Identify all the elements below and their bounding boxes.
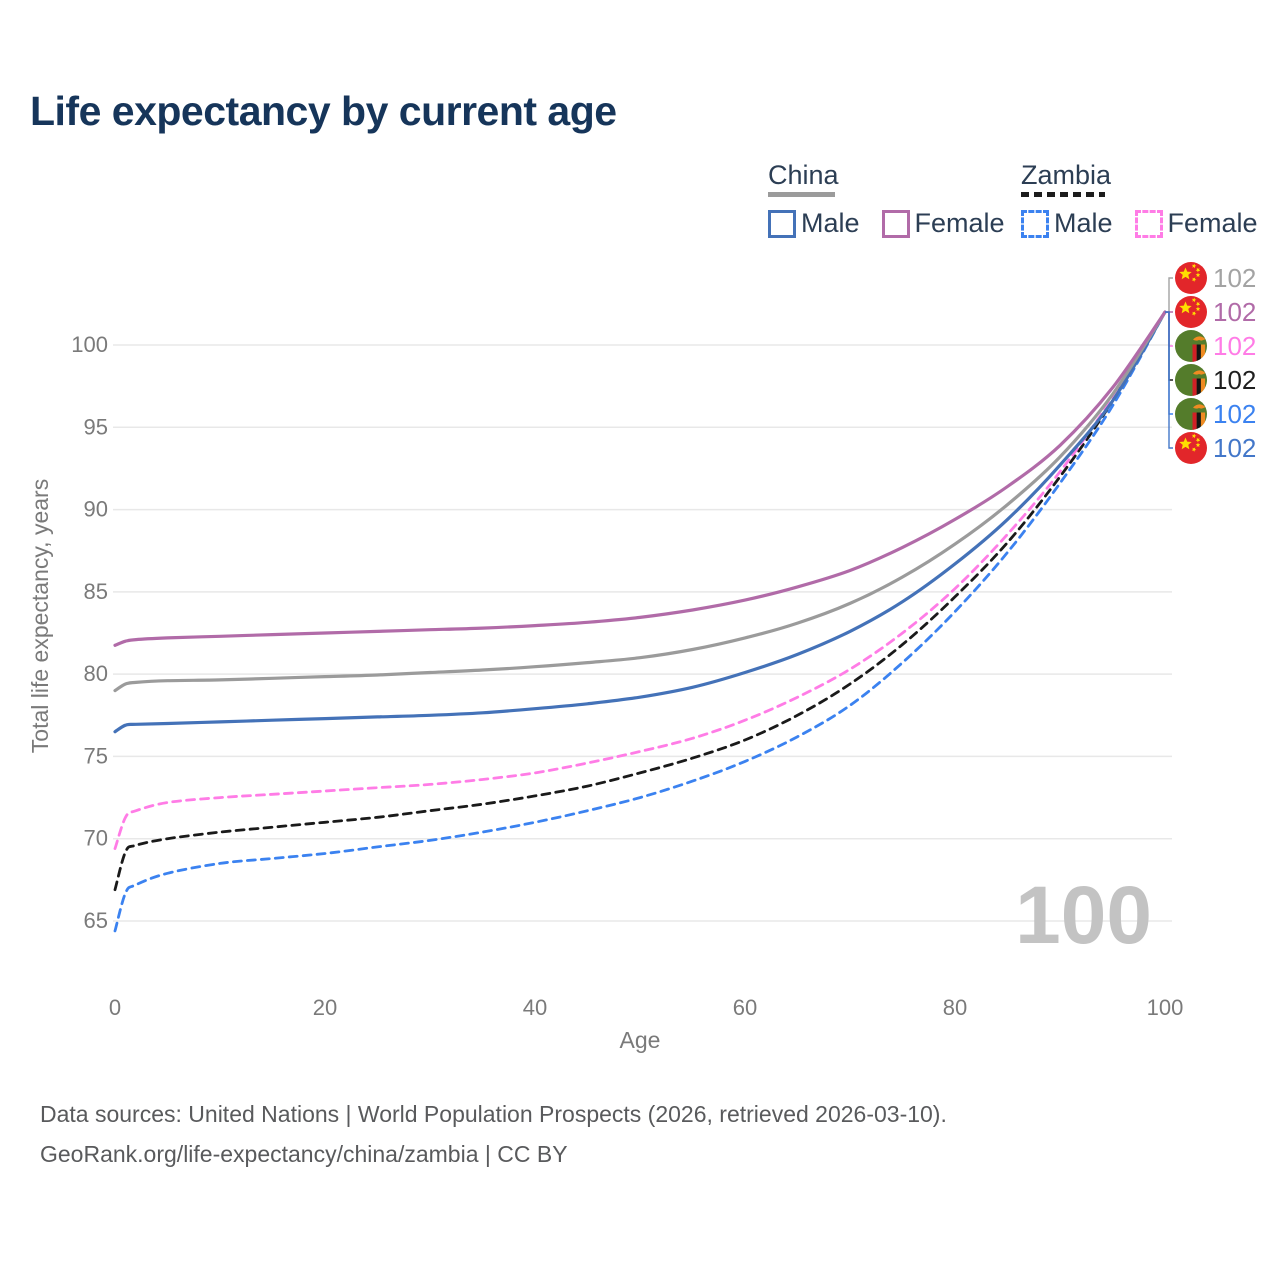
legend-linestyle-sample xyxy=(768,192,835,197)
series-line-china_female[interactable] xyxy=(113,310,1167,647)
series-line-china_male[interactable] xyxy=(113,310,1167,734)
y-tick-label: 90 xyxy=(84,497,108,522)
y-tick-label: 100 xyxy=(71,332,108,357)
legend-swatch-icon xyxy=(1021,209,1049,238)
footer-data-sources: Data sources: United Nations | World Pop… xyxy=(40,1101,947,1127)
y-tick-label: 80 xyxy=(84,661,108,686)
series-line-zambia_both[interactable] xyxy=(113,310,1167,892)
legend: China Male Female Zambia Male Female xyxy=(0,0,1280,250)
end-value-label-china_female: 102 xyxy=(1213,297,1256,327)
legend-item-label: Female xyxy=(1167,208,1258,238)
legend-item-china-female[interactable]: Female xyxy=(881,208,1005,239)
end-value-label-zambia_male: 102 xyxy=(1213,399,1256,429)
series-line-zambia_female[interactable] xyxy=(113,310,1167,850)
zambia-flag-icon xyxy=(1175,364,1207,397)
legend-country-label[interactable]: Zambia xyxy=(1021,160,1112,190)
legend-item-label: Male xyxy=(1054,208,1113,238)
series-line-zambia_male[interactable] xyxy=(113,310,1167,933)
end-value-label-zambia_both: 102 xyxy=(1213,365,1256,395)
legend-country-label[interactable]: China xyxy=(768,160,839,190)
age-watermark: 100 xyxy=(1015,870,1152,961)
y-tick-label: 70 xyxy=(84,826,108,851)
series-line-china_both[interactable] xyxy=(113,310,1167,693)
y-axis-title: Total life expectancy, years xyxy=(27,479,53,753)
y-tick-label: 95 xyxy=(84,414,108,439)
legend-item-zambia-female[interactable]: Female xyxy=(1134,208,1258,239)
zambia-flag-icon xyxy=(1175,398,1207,431)
end-value-label-china_both: 102 xyxy=(1213,263,1256,293)
legend-swatch-icon xyxy=(881,209,910,238)
end-value-label-zambia_female: 102 xyxy=(1213,331,1256,361)
label-connector xyxy=(1165,311,1173,449)
label-connector xyxy=(1165,277,1173,313)
legend-group-china: China Male Female xyxy=(768,160,1027,239)
zambia-flag-icon xyxy=(1175,330,1207,363)
legend-group-zambia: Zambia Male Female xyxy=(1021,160,1280,239)
x-tick-label: 40 xyxy=(523,995,547,1020)
end-value-label-china_male: 102 xyxy=(1213,433,1256,463)
x-tick-label: 20 xyxy=(313,995,337,1020)
x-tick-label: 100 xyxy=(1147,995,1184,1020)
footer-attribution: GeoRank.org/life-expectancy/china/zambia… xyxy=(40,1141,568,1167)
y-tick-label: 85 xyxy=(84,579,108,604)
y-tick-label: 65 xyxy=(84,908,108,933)
x-tick-label: 0 xyxy=(109,995,121,1020)
x-axis-title: Age xyxy=(620,1027,661,1053)
legend-item-label: Female xyxy=(914,208,1005,238)
legend-linestyle-sample xyxy=(1021,192,1105,197)
china-flag-icon xyxy=(1175,262,1207,294)
page-title: Life expectancy by current age xyxy=(30,88,617,134)
legend-swatch-icon xyxy=(1134,209,1163,238)
x-tick-label: 60 xyxy=(733,995,757,1020)
x-tick-label: 80 xyxy=(943,995,967,1020)
legend-item-zambia-male[interactable]: Male xyxy=(1021,208,1113,239)
legend-item-china-male[interactable]: Male xyxy=(768,208,860,239)
legend-item-label: Male xyxy=(801,208,860,238)
china-flag-icon xyxy=(1175,432,1207,464)
legend-swatch-icon xyxy=(768,209,796,238)
y-tick-label: 75 xyxy=(84,743,108,768)
china-flag-icon xyxy=(1175,296,1207,328)
footer: Data sources: United Nations | World Pop… xyxy=(40,1094,947,1174)
